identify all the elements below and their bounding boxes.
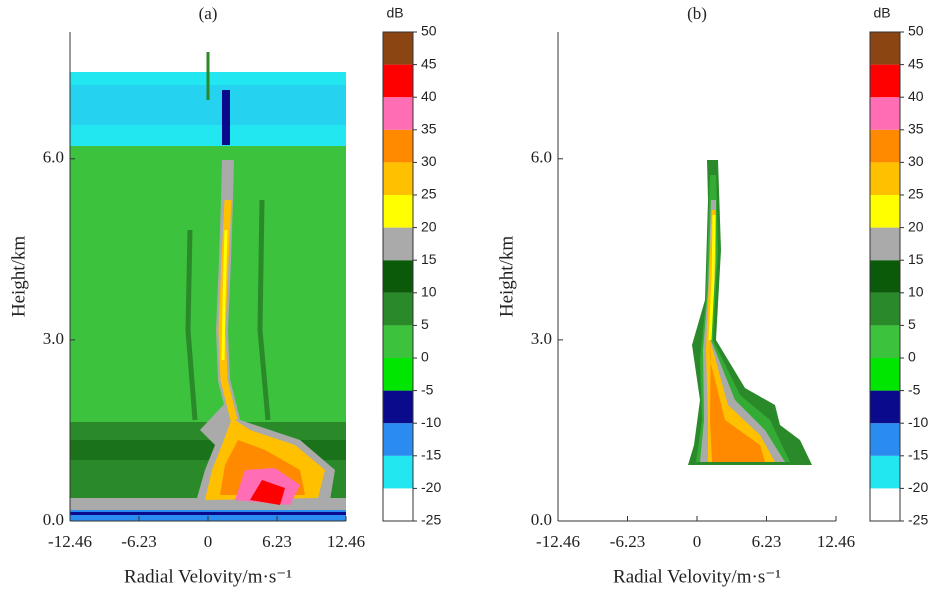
colorbar-tick-label: -25 [421, 512, 441, 528]
colorbar-tick-label: 20 [421, 218, 437, 234]
colorbar-bin [870, 358, 900, 391]
colorbar-tick-label: 45 [908, 55, 924, 71]
colorbar-label: dB [386, 5, 403, 21]
colorbar-bin [383, 227, 413, 261]
spectrum-image-b [688, 160, 812, 465]
colorbar-bin [383, 292, 413, 326]
y-tick-label: 3.0 [43, 329, 64, 348]
colorbar-tick-label: 35 [908, 121, 924, 137]
colorbar-tick-label: 50 [421, 23, 437, 39]
colorbar-bin [870, 423, 900, 456]
colorbar-tick-label: -10 [908, 414, 928, 430]
colorbar-tick-label: 25 [908, 186, 924, 202]
colorbar-tick-label: 40 [421, 88, 437, 104]
colorbar-tick-label: 25 [421, 186, 437, 202]
x-tick-label: -12.46 [536, 532, 580, 551]
panel-title: (b) [687, 4, 707, 23]
colorbar-bin [870, 97, 900, 130]
colorbar-tick-label: 30 [421, 153, 437, 169]
colorbar-bin [870, 488, 900, 521]
colorbar-tick-label: 5 [421, 316, 429, 332]
colorbar-tick-label: -20 [908, 479, 928, 495]
colorbar-tick-label: 30 [908, 153, 924, 169]
x-tick-label: 12.46 [327, 532, 365, 551]
colorbar-bin [383, 195, 413, 228]
x-tick-label: -6.23 [121, 532, 156, 551]
y-axis-label: Height/km [496, 236, 517, 317]
x-tick-label: 0 [204, 532, 213, 551]
colorbar-tick-label: 35 [421, 121, 437, 137]
colorbar-tick-label: 10 [421, 284, 437, 300]
colorbar-bin [870, 260, 900, 293]
colorbar-bin [383, 390, 413, 424]
colorbar-tick-label: 0 [421, 349, 429, 365]
y-tick-label: 3.0 [531, 329, 552, 348]
x-tick-label: 0 [693, 532, 702, 551]
colorbar-tick-label: 0 [908, 349, 916, 365]
colorbar-tick-label: -15 [421, 447, 441, 463]
colorbar-tick-label: 10 [908, 284, 924, 300]
colorbar-bin [870, 227, 900, 261]
colorbar-tick-label: 15 [421, 251, 437, 267]
colorbar-tick-label: 50 [908, 23, 924, 39]
colorbar-bin [383, 129, 413, 163]
colorbar-tick-label: 20 [908, 218, 924, 234]
colorbar-tick-label: 5 [908, 316, 916, 332]
colorbar-bin [870, 325, 900, 358]
x-tick-label: 12.46 [817, 532, 855, 551]
colorbar-bin [383, 488, 413, 521]
colorbar-tick-label: -5 [421, 381, 434, 397]
colorbar-tick-label: -20 [421, 479, 441, 495]
colorbar-tick-label: 15 [908, 251, 924, 267]
spectrum-image-a [70, 52, 346, 521]
colorbar-bin [870, 129, 900, 163]
x-axis-label: Radial Velovity/m·s⁻¹ [613, 566, 781, 587]
colorbar-bin [870, 390, 900, 424]
x-tick-label: 6.23 [262, 532, 292, 551]
colorbar-bin [383, 260, 413, 293]
colorbar-bin [383, 325, 413, 358]
colorbar-bin [383, 423, 413, 456]
colorbar-bin [870, 292, 900, 326]
colorbar-tick-label: -25 [908, 512, 928, 528]
colorbar-bin [383, 32, 413, 65]
colorbar-tick-label: -15 [908, 447, 928, 463]
colorbar-bin [870, 162, 900, 195]
panel-title: (a) [199, 4, 218, 23]
colorbar-bin [383, 97, 413, 130]
x-axis-label: Radial Velovity/m·s⁻¹ [124, 566, 292, 587]
colorbar-bin [870, 64, 900, 98]
x-tick-label: -12.46 [48, 532, 92, 551]
colorbar-frame [382, 31, 414, 522]
colorbar-tick-label: -10 [421, 414, 441, 430]
colorbar-tick-label: -5 [908, 381, 921, 397]
y-tick-label: 0.0 [531, 510, 552, 529]
colorbar-frame [869, 31, 901, 522]
colorbar-bin [870, 32, 900, 65]
colorbar-tick-label: 45 [421, 55, 437, 71]
x-tick-label: 6.23 [752, 532, 782, 551]
colorbar-bin [870, 195, 900, 228]
y-tick-label: 6.0 [531, 148, 552, 167]
y-tick-label: 6.0 [43, 148, 64, 167]
colorbar-bin [383, 64, 413, 98]
colorbar-bin [870, 455, 900, 489]
colorbar-bin [383, 162, 413, 195]
colorbar-label: dB [873, 5, 890, 21]
colorbar-bin [383, 455, 413, 489]
x-tick-label: -6.23 [610, 532, 645, 551]
y-axis-label: Height/km [8, 236, 29, 317]
colorbar-bin [383, 358, 413, 391]
colorbar-tick-label: 40 [908, 88, 924, 104]
y-tick-label: 0.0 [43, 510, 64, 529]
